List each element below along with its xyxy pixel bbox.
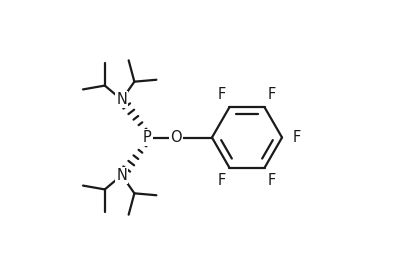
Text: P: P [143, 130, 152, 145]
Text: N: N [116, 168, 127, 183]
Text: F: F [218, 87, 226, 102]
Text: F: F [293, 130, 301, 145]
Text: F: F [218, 173, 226, 188]
Text: N: N [116, 92, 127, 107]
Text: F: F [268, 173, 276, 188]
Text: O: O [170, 130, 181, 145]
Text: F: F [268, 87, 276, 102]
